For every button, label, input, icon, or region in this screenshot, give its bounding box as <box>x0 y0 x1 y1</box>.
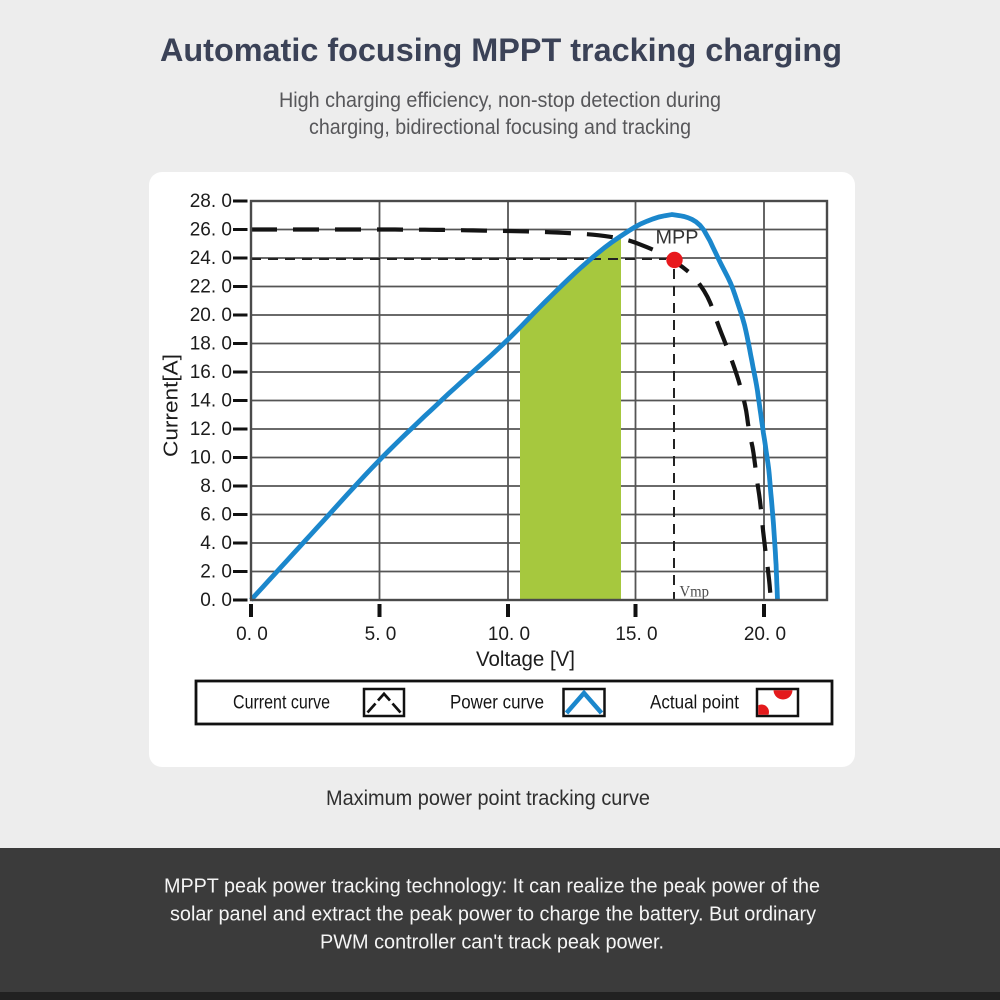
svg-text:10. 0: 10. 0 <box>190 448 232 469</box>
svg-text:Automatic focusing MPPT tracki: Automatic focusing MPPT tracking chargin… <box>160 32 842 68</box>
svg-text:22. 0: 22. 0 <box>190 277 232 298</box>
svg-text:26. 0: 26. 0 <box>190 220 232 241</box>
svg-text:PWM controller can't track pea: PWM controller can't track peak power. <box>320 931 664 954</box>
svg-text:24. 0: 24. 0 <box>190 248 232 269</box>
svg-text:20. 0: 20. 0 <box>744 624 786 645</box>
svg-text:2. 0: 2. 0 <box>200 562 232 583</box>
svg-text:Current curve: Current curve <box>233 693 330 714</box>
svg-text:14. 0: 14. 0 <box>190 391 232 412</box>
svg-text:Actual point: Actual point <box>650 693 740 714</box>
svg-text:15. 0: 15. 0 <box>615 624 657 645</box>
svg-text:MPP: MPP <box>656 228 699 249</box>
svg-text:solar panel and extract the pe: solar panel and extract the peak power t… <box>170 903 817 926</box>
svg-text:0. 0: 0. 0 <box>200 590 232 611</box>
svg-text:0. 0: 0. 0 <box>236 624 268 645</box>
svg-text:MPPT peak power tracking techn: MPPT peak power tracking technology: It … <box>164 875 820 898</box>
svg-text:charging, bidirectional focusi: charging, bidirectional focusing and tra… <box>309 116 691 139</box>
svg-text:12. 0: 12. 0 <box>190 419 232 440</box>
svg-text:Maximum power point tracking c: Maximum power point tracking curve <box>326 787 650 810</box>
svg-text:Voltage [V]: Voltage [V] <box>476 647 575 671</box>
svg-text:5. 0: 5. 0 <box>365 624 397 645</box>
svg-text:20. 0: 20. 0 <box>190 305 232 326</box>
svg-text:28. 0: 28. 0 <box>190 191 232 212</box>
svg-text:High charging efficiency, non-: High charging efficiency, non-stop detec… <box>279 89 721 112</box>
svg-text:Vmp: Vmp <box>680 584 710 601</box>
svg-text:18. 0: 18. 0 <box>190 334 232 355</box>
svg-text:8. 0: 8. 0 <box>200 476 232 497</box>
svg-text:10. 0: 10. 0 <box>488 624 530 645</box>
svg-text:4. 0: 4. 0 <box>200 533 232 554</box>
svg-text:6. 0: 6. 0 <box>200 505 232 526</box>
svg-text:Current[A]: Current[A] <box>160 354 183 457</box>
svg-text:Power curve: Power curve <box>450 693 544 714</box>
svg-text:16. 0: 16. 0 <box>190 362 232 383</box>
